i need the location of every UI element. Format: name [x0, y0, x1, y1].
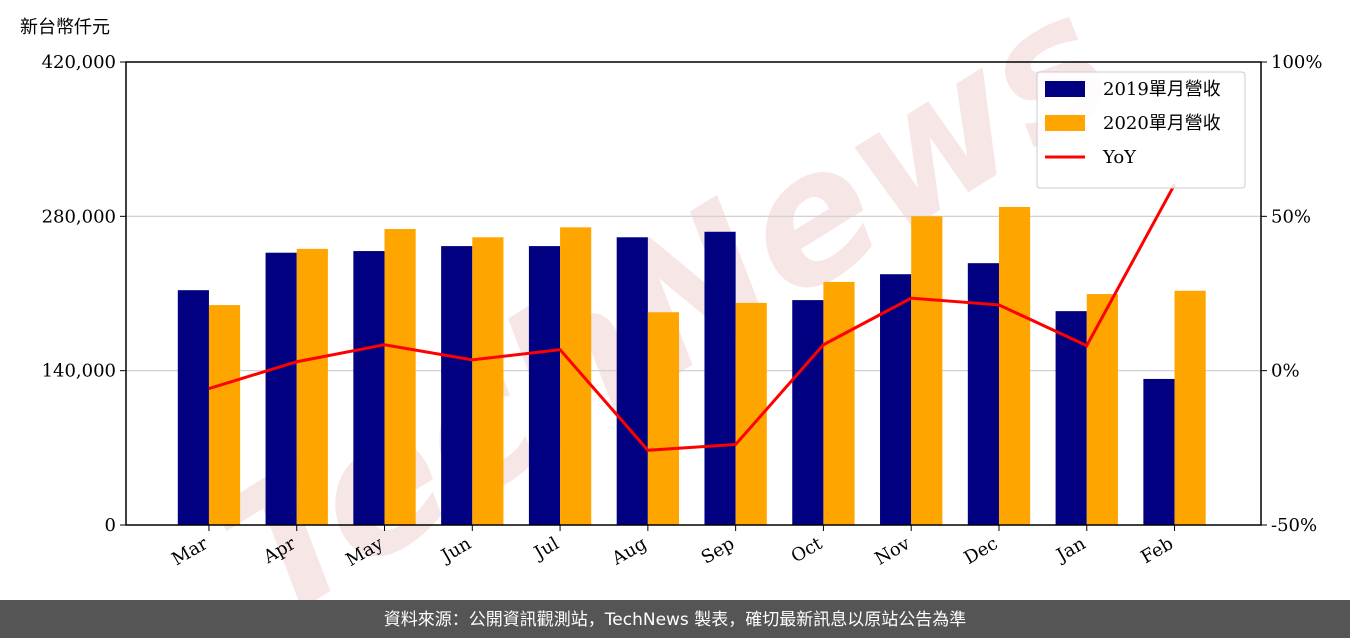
bar: [208, 305, 241, 525]
x-tick-label: Mar: [168, 533, 212, 570]
bar: [792, 300, 824, 525]
y-tick-label: 0: [105, 515, 116, 536]
x-tick-label: Jan: [1051, 533, 1089, 567]
bar: [967, 263, 999, 525]
x-tick-label: Aug: [608, 533, 651, 570]
bar: [472, 237, 504, 525]
y-tick-label: 280,000: [42, 206, 116, 227]
legend: 2019單月營收 2020單月營收 YoY: [1036, 71, 1246, 189]
y2-tick-label: 50%: [1271, 206, 1311, 227]
bar: [384, 229, 416, 525]
legend-label: 2019單月營收: [1103, 79, 1221, 100]
bar: [998, 206, 1031, 526]
bar: [647, 312, 680, 525]
line: [208, 183, 1176, 452]
y2-tick-label: 0%: [1271, 361, 1300, 382]
bar: [441, 246, 473, 525]
legend-label: 2020單月營收: [1103, 113, 1221, 134]
footer-text: 資料來源：公開資訊觀測站，TechNews 製表，確切最新訊息以原站公告為準: [384, 610, 966, 630]
bar: [177, 290, 209, 525]
x-tick-label: Feb: [1137, 533, 1177, 568]
legend-swatch: [1045, 115, 1085, 131]
bar: [616, 237, 648, 525]
y-tick-label: 140,000: [42, 361, 116, 382]
bar: [911, 216, 943, 526]
legend-swatch: [1045, 81, 1085, 97]
legend-box: [1036, 71, 1246, 189]
bar: [1055, 311, 1087, 525]
bar: [1174, 290, 1206, 525]
footer-bar: [0, 600, 1350, 638]
bar: [353, 251, 385, 525]
plot-frame: [125, 61, 1262, 526]
y-tick-label: 420,000: [42, 52, 116, 73]
x-tick-label: Jul: [529, 533, 563, 565]
bar: [1143, 378, 1175, 525]
legend-label: YoY: [1102, 147, 1137, 168]
x-tick-label: Sep: [698, 533, 738, 568]
y2-tick-label: -50%: [1271, 515, 1317, 536]
bar: [296, 248, 328, 525]
x-tick-label: Nov: [871, 533, 914, 570]
bar: [823, 281, 855, 525]
bar: [528, 246, 561, 525]
x-tick-label: Dec: [961, 533, 1002, 569]
y-axis-label: 新台幣仟元: [20, 17, 110, 38]
y2-tick-label: 100%: [1271, 52, 1322, 73]
x-tick-label: Oct: [788, 533, 827, 568]
bar: [704, 231, 736, 525]
bar: [265, 252, 297, 525]
bar: [1086, 294, 1118, 525]
bar: [880, 274, 912, 525]
bar: [560, 227, 592, 525]
